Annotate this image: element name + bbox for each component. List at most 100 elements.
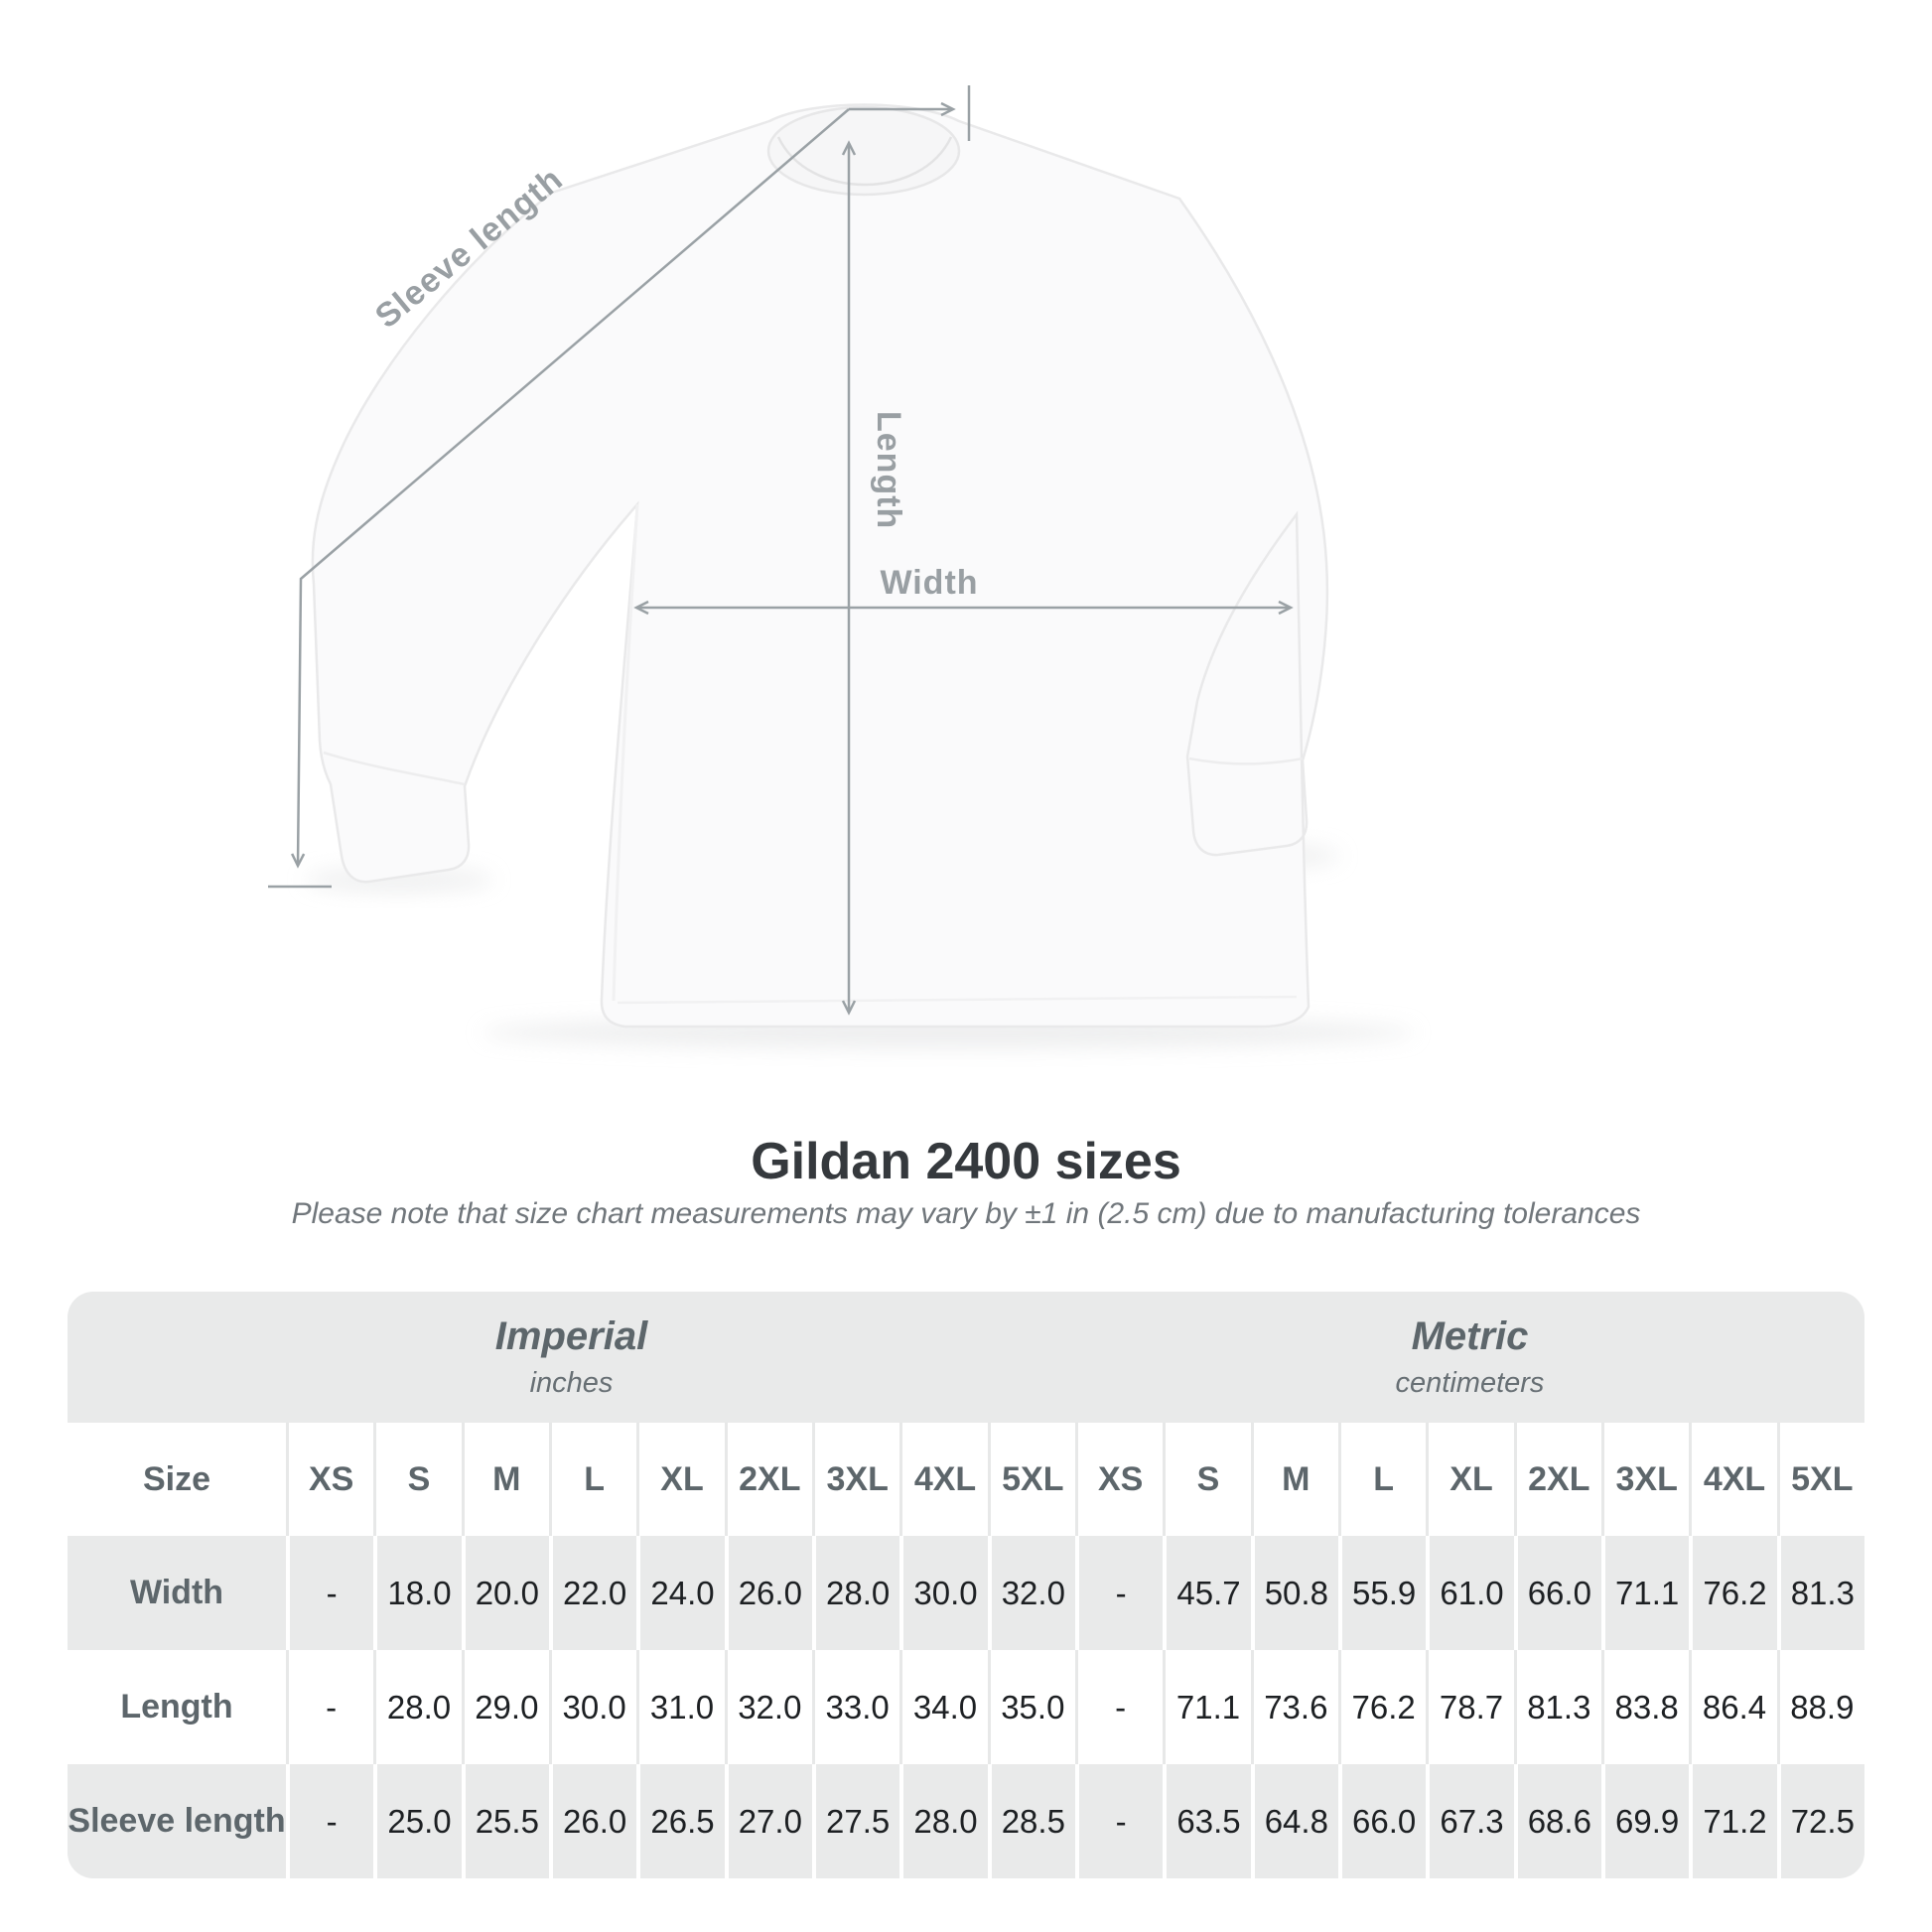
metric-value: 71.1 [1163,1650,1251,1764]
table-row-length: Length -28.0 29.0 30.0 31.0 32.0 33.0 34.0 35.0… [68,1650,1864,1764]
imperial-value: 30.0 [899,1536,988,1650]
imperial-size-header-s: S [373,1423,462,1536]
metric-value: 66.0 [1513,1536,1601,1650]
imperial-size-header-5xl: 5XL [987,1423,1075,1536]
imperial-size-header-3xl: 3XL [812,1423,900,1536]
metric-group-header: Metric centimeters [1075,1292,1864,1423]
page-title: Gildan 2400 sizes [751,1133,1181,1190]
imperial-value: 28.5 [987,1764,1075,1878]
metric-value: 81.3 [1776,1536,1864,1650]
imperial-size-header-l: L [549,1423,637,1536]
imperial-value: 34.0 [899,1650,988,1764]
imperial-value: 32.0 [724,1650,812,1764]
imperial-value: 30.0 [549,1650,637,1764]
metric-value: 69.9 [1601,1764,1690,1878]
imperial-value: 22.0 [549,1536,637,1650]
imperial-value: 27.0 [724,1764,812,1878]
row-label-sleeve-length: Sleeve length [68,1764,286,1878]
imperial-value: 28.0 [899,1764,988,1878]
metric-value: 55.9 [1338,1536,1427,1650]
dimension-lines [268,85,1294,1016]
metric-group-unit: centimeters [1395,1367,1545,1399]
metric-value: - [1075,1536,1164,1650]
metric-value: 86.4 [1689,1650,1777,1764]
tolerance-note: Please note that size chart measurements… [291,1197,1641,1230]
metric-size-header-3xl: 3XL [1601,1423,1690,1536]
metric-value: - [1075,1650,1164,1764]
imperial-value: 26.0 [724,1536,812,1650]
metric-value: 68.6 [1513,1764,1601,1878]
imperial-size-header-4xl: 4XL [899,1423,988,1536]
imperial-value: 29.0 [461,1650,549,1764]
row-label-length: Length [68,1650,286,1764]
unit-group-header-band: Imperial inches Metric centimeters [68,1292,1864,1423]
metric-value: 45.7 [1163,1536,1251,1650]
hem-stitch [617,995,1298,1005]
metric-size-header-s: S [1163,1423,1251,1536]
imperial-size-header-2xl: 2XL [724,1423,812,1536]
size-header-row: Size XS S M L XL 2XL 3XL 4XL 5XL XS S M L XL 2XL 3XL 4XL… [68,1423,1864,1536]
width-label: Width [880,564,978,602]
metric-value: 63.5 [1163,1764,1251,1878]
metric-size-header-2xl: 2XL [1513,1423,1601,1536]
table-row-width: Width -18.0 20.0 22.0 24.0 26.0 28.0 30.0 32.0-… [68,1536,1864,1650]
metric-value: 64.8 [1250,1764,1338,1878]
imperial-size-header-xs: XS [286,1423,374,1536]
metric-value: 73.6 [1250,1650,1338,1764]
right-cuff-seam [1188,757,1304,765]
row-label-width: Width [68,1536,286,1650]
imperial-value: 26.5 [636,1764,725,1878]
imperial-value: 25.5 [461,1764,549,1878]
metric-value: 71.2 [1689,1764,1777,1878]
imperial-value: - [286,1536,374,1650]
metric-value: 67.3 [1426,1764,1514,1878]
metric-value: 50.8 [1250,1536,1338,1650]
left-cuff-seam [323,751,466,786]
metric-value: 78.7 [1426,1650,1514,1764]
imperial-value: - [286,1650,374,1764]
imperial-value: 35.0 [987,1650,1075,1764]
metric-value: 76.2 [1689,1536,1777,1650]
left-underarm-crease [612,503,639,1002]
table-row-sleeve-length: Sleeve length -25.0 25.5 26.0 26.5 27.0 27.5 2… [68,1764,1864,1878]
imperial-value: 31.0 [636,1650,725,1764]
imperial-value: 20.0 [461,1536,549,1650]
imperial-value: 28.0 [812,1536,900,1650]
size-table: Imperial inches Metric centimeters Size … [68,1292,1864,1878]
imperial-value: 25.0 [373,1764,462,1878]
imperial-value: 18.0 [373,1536,462,1650]
imperial-size-header-xl: XL [636,1423,725,1536]
imperial-value: - [286,1764,374,1878]
metric-value: 76.2 [1338,1650,1427,1764]
sleeve-dim-line [291,108,850,869]
imperial-value: 33.0 [812,1650,900,1764]
metric-size-header-xs: XS [1075,1423,1164,1536]
imperial-value: 28.0 [373,1650,462,1764]
metric-size-header-xl: XL [1426,1423,1514,1536]
metric-value: 71.1 [1601,1536,1690,1650]
imperial-value: 26.0 [549,1764,637,1878]
imperial-value: 24.0 [636,1536,725,1650]
metric-size-header-5xl: 5XL [1776,1423,1864,1536]
imperial-value: 27.5 [812,1764,900,1878]
metric-value: 81.3 [1513,1650,1601,1764]
metric-value: - [1075,1764,1164,1878]
imperial-size-header-m: M [461,1423,549,1536]
imperial-group-unit: inches [529,1367,614,1399]
long-sleeve-shirt-illustration [311,103,1329,1029]
metric-group-title: Metric [1411,1314,1529,1358]
metric-value: 83.8 [1601,1650,1690,1764]
size-column-header: Size [68,1423,286,1536]
imperial-group-title: Imperial [494,1314,648,1358]
metric-value: 66.0 [1338,1764,1427,1878]
imperial-group-header: Imperial inches [68,1292,1075,1423]
imperial-value: 32.0 [987,1536,1075,1650]
collar [766,105,961,197]
metric-value: 61.0 [1426,1536,1514,1650]
metric-size-header-l: L [1338,1423,1427,1536]
metric-value: 72.5 [1776,1764,1864,1878]
metric-size-header-4xl: 4XL [1689,1423,1777,1536]
metric-value: 88.9 [1776,1650,1864,1764]
